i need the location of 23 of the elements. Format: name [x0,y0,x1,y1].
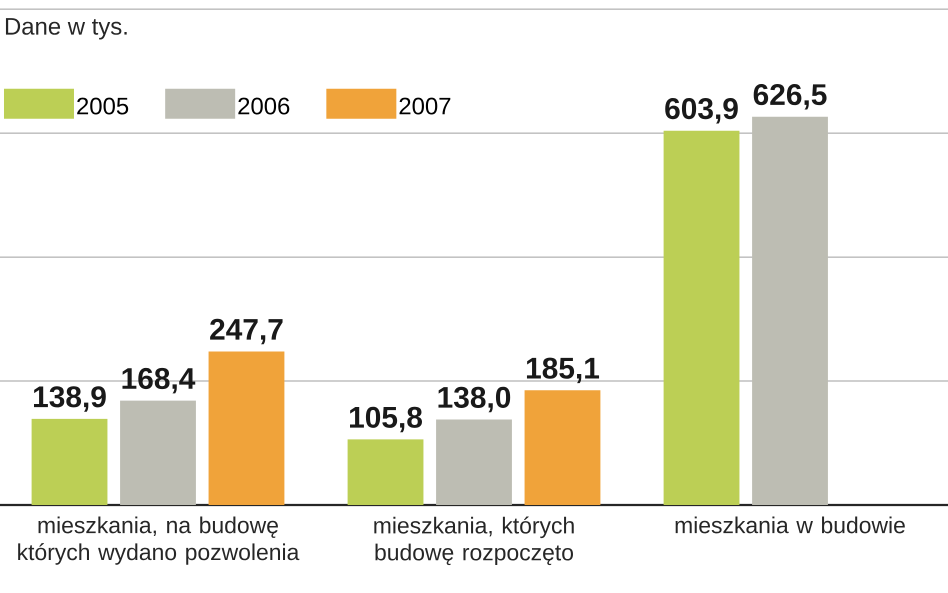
x-tick-label: mieszkania, na budowę których wydano pozwolenia [18,516,300,565]
data-label: 138,9 [34,386,106,412]
bar [208,351,284,505]
bar [664,130,740,505]
legend-label: 2006 [238,98,290,115]
data-label: 185,1 [526,358,600,384]
bar [436,419,512,505]
x-tick-label: mieszkania w budowie [676,516,905,534]
bar [32,418,108,505]
bar [348,439,424,505]
x-tick-label: mieszkania, których budowę rozpoczęto [374,516,574,566]
bar [752,116,828,505]
chart-title: Dane w tys. [6,18,127,40]
legend-label: 2007 [400,98,450,115]
data-label: 603,9 [665,98,738,124]
data-label: 138,0 [438,386,510,412]
bar [120,400,196,505]
data-label: 247,7 [210,318,283,344]
data-label: 626,5 [754,84,827,110]
bar [524,390,600,505]
data-label: 105,8 [350,406,422,432]
data-label: 168,4 [122,368,196,394]
legend-label: 2005 [77,98,128,115]
